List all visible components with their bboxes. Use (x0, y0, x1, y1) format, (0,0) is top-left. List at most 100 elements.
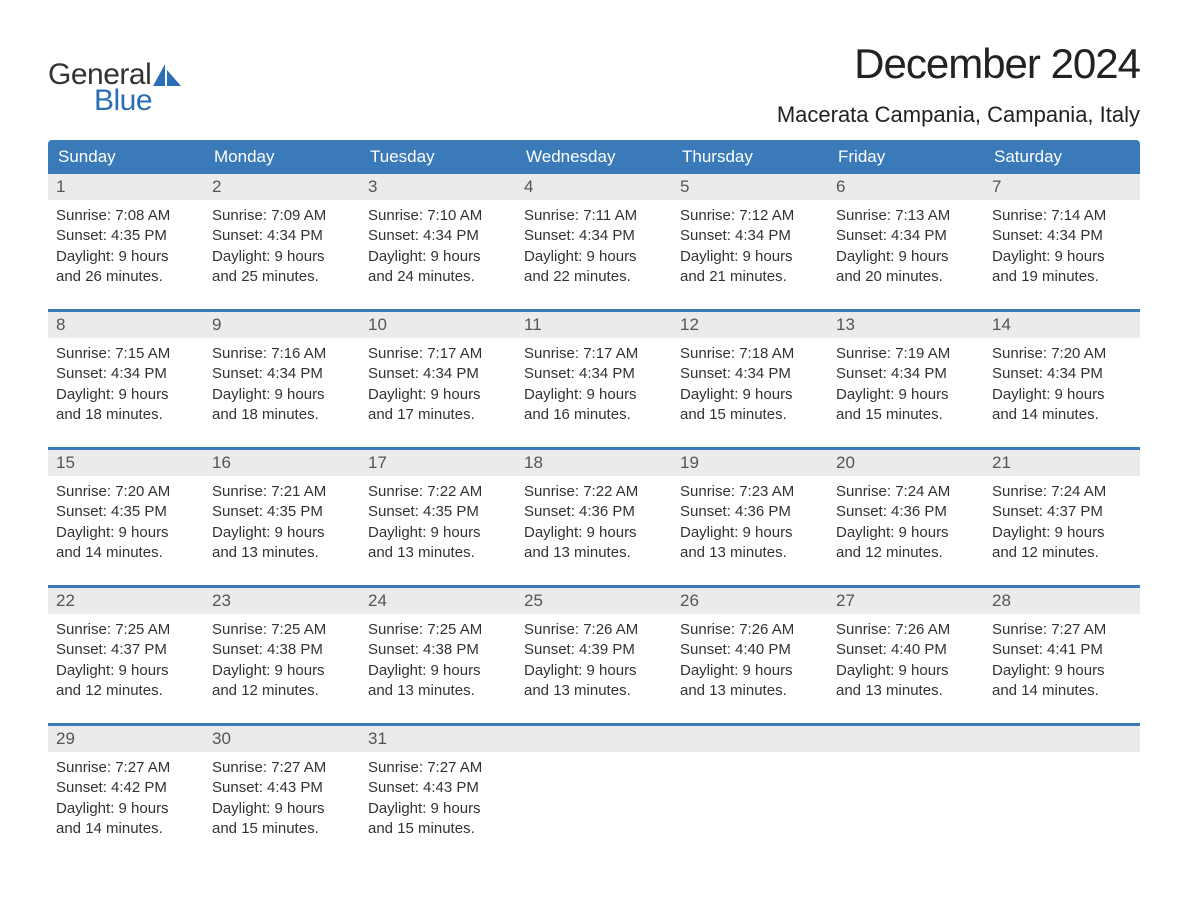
day-number: 18 (516, 450, 672, 476)
daylight-line1: Daylight: 9 hours (56, 385, 196, 405)
daylight-line2: and 18 minutes. (56, 405, 196, 425)
daylight-line1: Daylight: 9 hours (992, 523, 1132, 543)
day-number: 2 (204, 174, 360, 200)
day-number: 19 (672, 450, 828, 476)
day-cell: Sunrise: 7:19 AMSunset: 4:34 PMDaylight:… (828, 338, 984, 429)
sunset-text: Sunset: 4:34 PM (524, 226, 664, 246)
daylight-line1: Daylight: 9 hours (680, 523, 820, 543)
sunrise-text: Sunrise: 7:26 AM (836, 620, 976, 640)
day-cell (984, 752, 1140, 843)
daylight-line2: and 24 minutes. (368, 267, 508, 287)
month-title: December 2024 (777, 40, 1140, 88)
day-cell: Sunrise: 7:23 AMSunset: 4:36 PMDaylight:… (672, 476, 828, 567)
daylight-line1: Daylight: 9 hours (680, 385, 820, 405)
sunset-text: Sunset: 4:37 PM (992, 502, 1132, 522)
day-cell: Sunrise: 7:18 AMSunset: 4:34 PMDaylight:… (672, 338, 828, 429)
daylight-line1: Daylight: 9 hours (56, 661, 196, 681)
daylight-line1: Daylight: 9 hours (56, 247, 196, 267)
sunset-text: Sunset: 4:34 PM (212, 364, 352, 384)
sunset-text: Sunset: 4:35 PM (56, 226, 196, 246)
day-number: 10 (360, 312, 516, 338)
sunset-text: Sunset: 4:34 PM (368, 364, 508, 384)
day-cell: Sunrise: 7:14 AMSunset: 4:34 PMDaylight:… (984, 200, 1140, 291)
day-number: 22 (48, 588, 204, 614)
day-number: 1 (48, 174, 204, 200)
daylight-line2: and 15 minutes. (212, 819, 352, 839)
day-cell: Sunrise: 7:25 AMSunset: 4:37 PMDaylight:… (48, 614, 204, 705)
daylight-line1: Daylight: 9 hours (56, 523, 196, 543)
day-cell: Sunrise: 7:17 AMSunset: 4:34 PMDaylight:… (360, 338, 516, 429)
daylight-line1: Daylight: 9 hours (992, 385, 1132, 405)
daylight-line1: Daylight: 9 hours (524, 661, 664, 681)
logo-word-blue: Blue (94, 84, 181, 118)
sunrise-text: Sunrise: 7:22 AM (524, 482, 664, 502)
sunrise-text: Sunrise: 7:27 AM (992, 620, 1132, 640)
day-number (828, 726, 984, 752)
sunset-text: Sunset: 4:38 PM (212, 640, 352, 660)
day-cell: Sunrise: 7:27 AMSunset: 4:41 PMDaylight:… (984, 614, 1140, 705)
sunrise-text: Sunrise: 7:17 AM (524, 344, 664, 364)
day-number: 20 (828, 450, 984, 476)
day-cell: Sunrise: 7:26 AMSunset: 4:40 PMDaylight:… (672, 614, 828, 705)
day-cell: Sunrise: 7:22 AMSunset: 4:35 PMDaylight:… (360, 476, 516, 567)
day-cell: Sunrise: 7:20 AMSunset: 4:35 PMDaylight:… (48, 476, 204, 567)
day-cell: Sunrise: 7:16 AMSunset: 4:34 PMDaylight:… (204, 338, 360, 429)
sunrise-text: Sunrise: 7:24 AM (836, 482, 976, 502)
sunrise-text: Sunrise: 7:09 AM (212, 206, 352, 226)
day-number-row: 1234567 (48, 174, 1140, 200)
day-number: 29 (48, 726, 204, 752)
weeks-container: 1234567Sunrise: 7:08 AMSunset: 4:35 PMDa… (48, 174, 1140, 843)
daylight-line2: and 17 minutes. (368, 405, 508, 425)
daylight-line1: Daylight: 9 hours (524, 523, 664, 543)
day-number: 27 (828, 588, 984, 614)
calendar: Sunday Monday Tuesday Wednesday Thursday… (48, 140, 1140, 843)
daylight-line1: Daylight: 9 hours (212, 247, 352, 267)
day-cell: Sunrise: 7:27 AMSunset: 4:43 PMDaylight:… (360, 752, 516, 843)
sunrise-text: Sunrise: 7:11 AM (524, 206, 664, 226)
daylight-line1: Daylight: 9 hours (368, 247, 508, 267)
sunrise-text: Sunrise: 7:08 AM (56, 206, 196, 226)
day-number: 25 (516, 588, 672, 614)
sunrise-text: Sunrise: 7:17 AM (368, 344, 508, 364)
sunrise-text: Sunrise: 7:25 AM (212, 620, 352, 640)
daylight-line2: and 14 minutes. (56, 819, 196, 839)
daylight-line1: Daylight: 9 hours (368, 385, 508, 405)
day-number: 21 (984, 450, 1140, 476)
daylight-line2: and 18 minutes. (212, 405, 352, 425)
week-row: 15161718192021Sunrise: 7:20 AMSunset: 4:… (48, 447, 1140, 567)
week-row: 293031Sunrise: 7:27 AMSunset: 4:42 PMDay… (48, 723, 1140, 843)
sunrise-text: Sunrise: 7:23 AM (680, 482, 820, 502)
daylight-line2: and 12 minutes. (212, 681, 352, 701)
header-sunday: Sunday (48, 140, 204, 174)
day-number: 24 (360, 588, 516, 614)
day-number-row: 891011121314 (48, 312, 1140, 338)
daylight-line2: and 12 minutes. (56, 681, 196, 701)
daylight-line2: and 20 minutes. (836, 267, 976, 287)
day-number: 16 (204, 450, 360, 476)
daylight-line1: Daylight: 9 hours (680, 247, 820, 267)
day-number: 14 (984, 312, 1140, 338)
daylight-line2: and 19 minutes. (992, 267, 1132, 287)
day-number-row: 293031 (48, 726, 1140, 752)
location-subtitle: Macerata Campania, Campania, Italy (777, 102, 1140, 128)
sunset-text: Sunset: 4:36 PM (836, 502, 976, 522)
sunrise-text: Sunrise: 7:20 AM (992, 344, 1132, 364)
daylight-line1: Daylight: 9 hours (56, 799, 196, 819)
sunset-text: Sunset: 4:40 PM (680, 640, 820, 660)
day-cell: Sunrise: 7:21 AMSunset: 4:35 PMDaylight:… (204, 476, 360, 567)
sunrise-text: Sunrise: 7:20 AM (56, 482, 196, 502)
sunset-text: Sunset: 4:34 PM (836, 226, 976, 246)
daylight-line1: Daylight: 9 hours (212, 661, 352, 681)
day-cell: Sunrise: 7:11 AMSunset: 4:34 PMDaylight:… (516, 200, 672, 291)
week-row: 22232425262728Sunrise: 7:25 AMSunset: 4:… (48, 585, 1140, 705)
sunset-text: Sunset: 4:36 PM (524, 502, 664, 522)
day-cell: Sunrise: 7:20 AMSunset: 4:34 PMDaylight:… (984, 338, 1140, 429)
sunrise-text: Sunrise: 7:22 AM (368, 482, 508, 502)
daylight-line2: and 13 minutes. (524, 681, 664, 701)
sunset-text: Sunset: 4:39 PM (524, 640, 664, 660)
daylight-line1: Daylight: 9 hours (836, 385, 976, 405)
day-number: 11 (516, 312, 672, 338)
header-monday: Monday (204, 140, 360, 174)
day-cell (672, 752, 828, 843)
daylight-line1: Daylight: 9 hours (992, 247, 1132, 267)
